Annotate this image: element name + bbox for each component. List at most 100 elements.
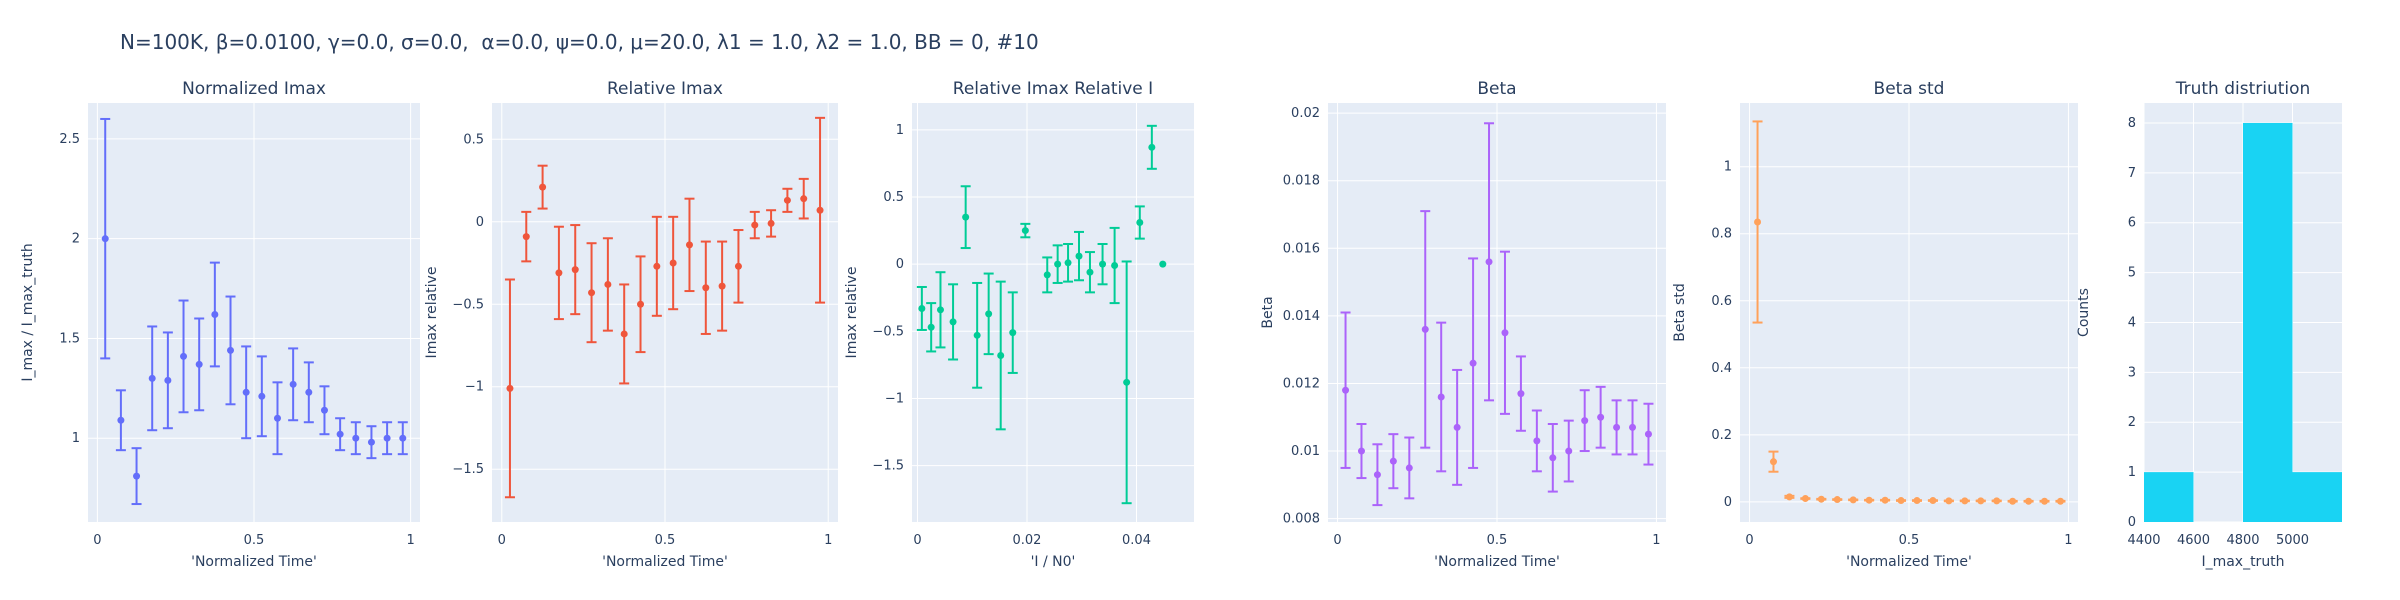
y-axis-label: I_max / I_max_truth xyxy=(20,243,36,381)
y-tick-label: 0.014 xyxy=(1283,309,1320,324)
subplot-5: 0 0.5 1 0 0.2 0.4 0.6 0.8 1 Beta std 'Normalized T… xyxy=(1672,79,2078,570)
data-point xyxy=(2025,497,2033,505)
x-tick-label: 1 xyxy=(824,533,832,548)
y-tick-label: 1 xyxy=(896,123,904,138)
y-tick-label: 2 xyxy=(72,232,80,247)
data-point xyxy=(1405,464,1413,472)
data-point xyxy=(816,206,824,214)
x-tick-label: 0 xyxy=(93,533,101,548)
data-point xyxy=(148,374,156,382)
data-point xyxy=(1021,227,1029,235)
plot-area xyxy=(912,103,1194,522)
y-tick-label: 1 xyxy=(72,431,80,446)
data-point xyxy=(1054,260,1062,268)
histogram-bar xyxy=(2243,122,2293,522)
data-point xyxy=(1389,457,1397,465)
y-tick-label: 0.6 xyxy=(1711,294,1732,309)
data-point xyxy=(637,300,645,308)
data-point xyxy=(1597,413,1605,421)
data-point xyxy=(949,318,957,326)
data-point xyxy=(985,310,993,318)
data-point xyxy=(195,360,203,368)
data-point xyxy=(767,219,775,227)
y-tick-label: 6 xyxy=(2128,216,2136,231)
y-tick-label: 1.5 xyxy=(59,331,80,346)
data-point xyxy=(1961,497,1969,505)
data-point xyxy=(1549,454,1557,462)
data-point xyxy=(1357,447,1365,455)
data-point xyxy=(1501,329,1509,337)
data-point xyxy=(734,262,742,270)
y-tick-label: −1.5 xyxy=(452,462,484,477)
y-tick-label: −0.5 xyxy=(452,297,484,312)
y-tick-label: −1 xyxy=(885,391,904,406)
data-point xyxy=(1977,497,1985,505)
data-point xyxy=(702,284,710,292)
x-tick-label: 0.5 xyxy=(1487,533,1508,548)
data-point xyxy=(1833,496,1841,504)
y-axis-label: Imax relative xyxy=(844,267,860,359)
data-point xyxy=(1613,423,1621,431)
data-point xyxy=(133,472,141,480)
data-point xyxy=(1099,260,1107,268)
data-point xyxy=(1517,390,1525,398)
data-point xyxy=(1009,329,1017,337)
y-tick-label: 0.016 xyxy=(1283,241,1320,256)
data-point xyxy=(997,351,1005,359)
data-point xyxy=(1629,423,1637,431)
data-point xyxy=(1342,386,1350,394)
data-point xyxy=(620,330,628,338)
x-tick-label: 1 xyxy=(406,533,414,548)
data-point xyxy=(1913,497,1921,505)
x-axis-label: 'Normalized Time' xyxy=(191,554,317,570)
data-point xyxy=(1437,393,1445,401)
y-tick-label: 5 xyxy=(2128,266,2136,281)
subplot-4: 0 0.5 1 0.008 0.01 0.012 0.014 0.016 0.018 0.02 Be… xyxy=(1260,79,1666,570)
x-tick-label: 4400 xyxy=(2127,533,2160,548)
y-tick-label: 0.018 xyxy=(1283,174,1320,189)
y-tick-label: 0.012 xyxy=(1283,376,1320,391)
x-axis-label: 'Normalized Time' xyxy=(1434,554,1560,570)
y-tick-label: 4 xyxy=(2128,315,2136,330)
data-point xyxy=(1945,497,1953,505)
subplot-title: Relative Imax Relative I xyxy=(953,79,1153,99)
y-tick-label: 1 xyxy=(2128,465,2136,480)
data-point xyxy=(1469,359,1477,367)
data-point xyxy=(751,221,759,229)
x-tick-label: 0 xyxy=(1333,533,1341,548)
x-tick-label: 0 xyxy=(913,533,921,548)
data-point xyxy=(1769,458,1777,466)
y-tick-label: −1 xyxy=(465,380,484,395)
data-point xyxy=(227,346,235,354)
data-point xyxy=(101,235,109,243)
data-point xyxy=(685,241,693,249)
data-point xyxy=(2009,497,2017,505)
data-point xyxy=(936,306,944,314)
data-point xyxy=(1754,218,1762,226)
x-tick-label: 4800 xyxy=(2226,533,2259,548)
histogram-bar xyxy=(2292,472,2342,522)
data-point xyxy=(1817,495,1825,503)
x-tick-label: 0.04 xyxy=(1122,533,1151,548)
data-point xyxy=(604,280,612,288)
y-tick-label: 7 xyxy=(2128,166,2136,181)
subplot-title: Truth distriution xyxy=(2175,79,2311,99)
data-point xyxy=(1064,259,1072,267)
data-point xyxy=(927,323,935,331)
x-tick-label: 0 xyxy=(1745,533,1753,548)
subplot-3: 0 0.02 0.04 −1.5 −1 −0.5 0 0.5 1 Relative Imax Re… xyxy=(844,79,1194,570)
y-tick-label: 0.4 xyxy=(1711,361,1732,376)
y-tick-label: 0.2 xyxy=(1711,428,1732,443)
data-point xyxy=(522,233,530,241)
data-point xyxy=(506,384,514,392)
x-tick-label: 1 xyxy=(2064,533,2072,548)
data-point xyxy=(1123,378,1131,386)
y-axis-label: Beta std xyxy=(1672,283,1688,341)
subplot-1: 0 0.5 1 1 1.5 2 2.5 Normalized Imax 'Normalized … xyxy=(20,79,420,570)
x-tick-label: 0.5 xyxy=(244,533,265,548)
y-axis-label: Counts xyxy=(2076,288,2092,337)
data-point xyxy=(1785,493,1793,501)
subplot-title: Relative Imax xyxy=(607,79,723,99)
data-point xyxy=(336,430,344,438)
x-tick-label: 4600 xyxy=(2177,533,2210,548)
